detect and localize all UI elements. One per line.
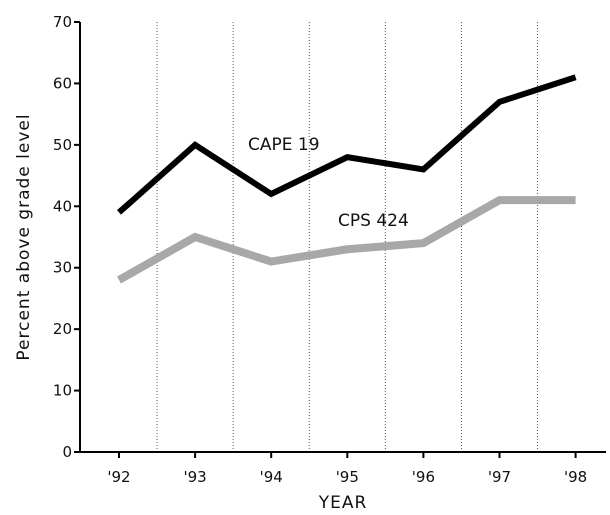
- x-tick-label: '93: [183, 468, 206, 486]
- axes: [79, 22, 606, 453]
- gridlines: [156, 22, 539, 452]
- series-lines: [117, 74, 577, 284]
- series-label-cps: CPS 424: [338, 211, 409, 231]
- y-axis-title: Percent above grade level: [14, 113, 34, 360]
- x-axis-title: YEAR: [318, 493, 368, 513]
- series-line-cape: [117, 74, 577, 215]
- series-line-cps: [117, 196, 576, 284]
- y-tick-label: 10: [53, 382, 72, 400]
- x-tick-label: '95: [336, 468, 359, 486]
- y-tick-label: 0: [62, 443, 72, 461]
- x-tick-label: '97: [488, 468, 511, 486]
- y-tick-label: 60: [53, 74, 72, 92]
- x-tick-label: '92: [107, 468, 130, 486]
- y-tick-label: 30: [53, 259, 72, 277]
- x-tick-label: '98: [564, 468, 587, 486]
- x-tick-labels: '92 '93 '94 '95 '96 '97 '98: [107, 452, 587, 486]
- y-tick-label: 40: [53, 197, 72, 215]
- y-tick-label: 50: [53, 136, 72, 154]
- y-tick-labels: 0 10 20 30 40 50 60 70: [53, 13, 80, 461]
- x-tick-label: '96: [412, 468, 435, 486]
- series-labels: CAPE 19 CPS 424: [248, 135, 409, 231]
- y-tick-label: 20: [53, 320, 72, 338]
- y-tick-label: 70: [53, 13, 72, 31]
- x-tick-label: '94: [260, 468, 283, 486]
- series-label-cape: CAPE 19: [248, 135, 320, 155]
